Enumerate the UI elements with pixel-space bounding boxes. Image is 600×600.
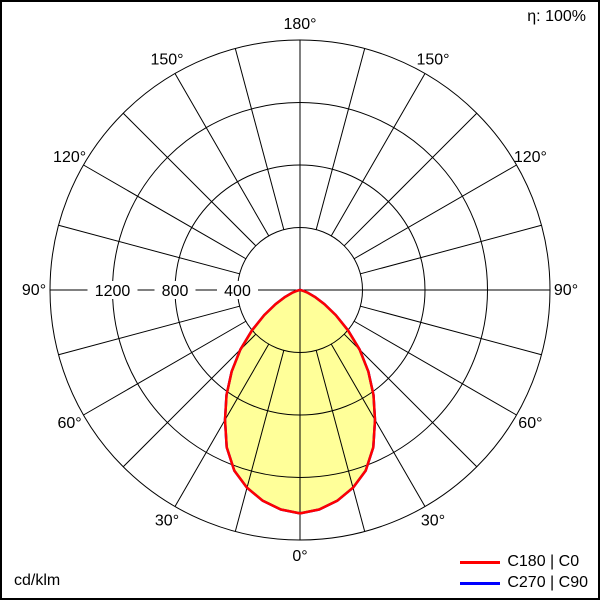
legend-item-c270-c90: C270 | C90 — [460, 574, 588, 592]
angle-tick-label: 120° — [514, 149, 547, 166]
grid-spoke — [315, 350, 366, 532]
legend-label-c180-c0: C180 | C0 — [507, 553, 580, 570]
grid-spoke — [343, 333, 478, 468]
legend-line-red — [460, 560, 501, 564]
angle-tick-label: 30° — [155, 512, 179, 529]
radial-tick-bg — [217, 281, 258, 299]
radial-tick-bg — [87, 281, 138, 299]
radial-tick-bg — [154, 281, 196, 299]
grid-spoke — [234, 48, 285, 230]
angle-tick-label: 60° — [57, 415, 81, 432]
grid-spoke — [360, 305, 542, 356]
angle-tick-label: 120° — [53, 149, 86, 166]
units-label: cd/klm — [14, 572, 61, 589]
grid-spoke — [330, 73, 426, 237]
angle-tick-label: 180° — [283, 16, 316, 33]
angle-tick-label: 150° — [416, 52, 449, 69]
grid-spoke — [122, 112, 257, 247]
legend-item-c180-c0: C180 | C0 — [460, 553, 588, 571]
grid-spoke — [58, 305, 240, 356]
radial-tick-label: 800 — [162, 283, 189, 300]
series-curve-c180-c0 — [223, 288, 377, 515]
grid-spoke — [353, 164, 517, 260]
angle-tick-label: 30° — [421, 512, 445, 529]
grid-spoke — [353, 320, 517, 416]
angle-tick-label: 0° — [292, 548, 307, 565]
grid-spoke — [83, 320, 247, 416]
grid-spoke — [330, 343, 426, 507]
grid-spoke — [174, 73, 270, 237]
radial-tick-label: 400 — [224, 283, 251, 300]
legend: C180 | C0 C270 | C90 — [460, 553, 588, 592]
grid-spoke — [122, 333, 257, 468]
grid-spoke — [234, 350, 285, 532]
efficiency-label: η: 100% — [527, 8, 586, 25]
angle-tick-label: 150° — [150, 52, 183, 69]
grid-spoke — [315, 48, 366, 230]
angle-tick-label: 90° — [554, 282, 578, 299]
grid-spoke — [360, 224, 542, 275]
grid-spoke — [343, 112, 478, 247]
grid-spoke — [83, 164, 247, 260]
radial-tick-label: 1200 — [95, 283, 131, 300]
legend-label-c270-c90: C270 | C90 — [507, 574, 588, 591]
angle-tick-label: 90° — [22, 282, 46, 299]
grid-spoke — [58, 224, 240, 275]
grid-spoke — [174, 343, 270, 507]
legend-line-blue — [460, 581, 501, 585]
angle-tick-label: 60° — [518, 415, 542, 432]
